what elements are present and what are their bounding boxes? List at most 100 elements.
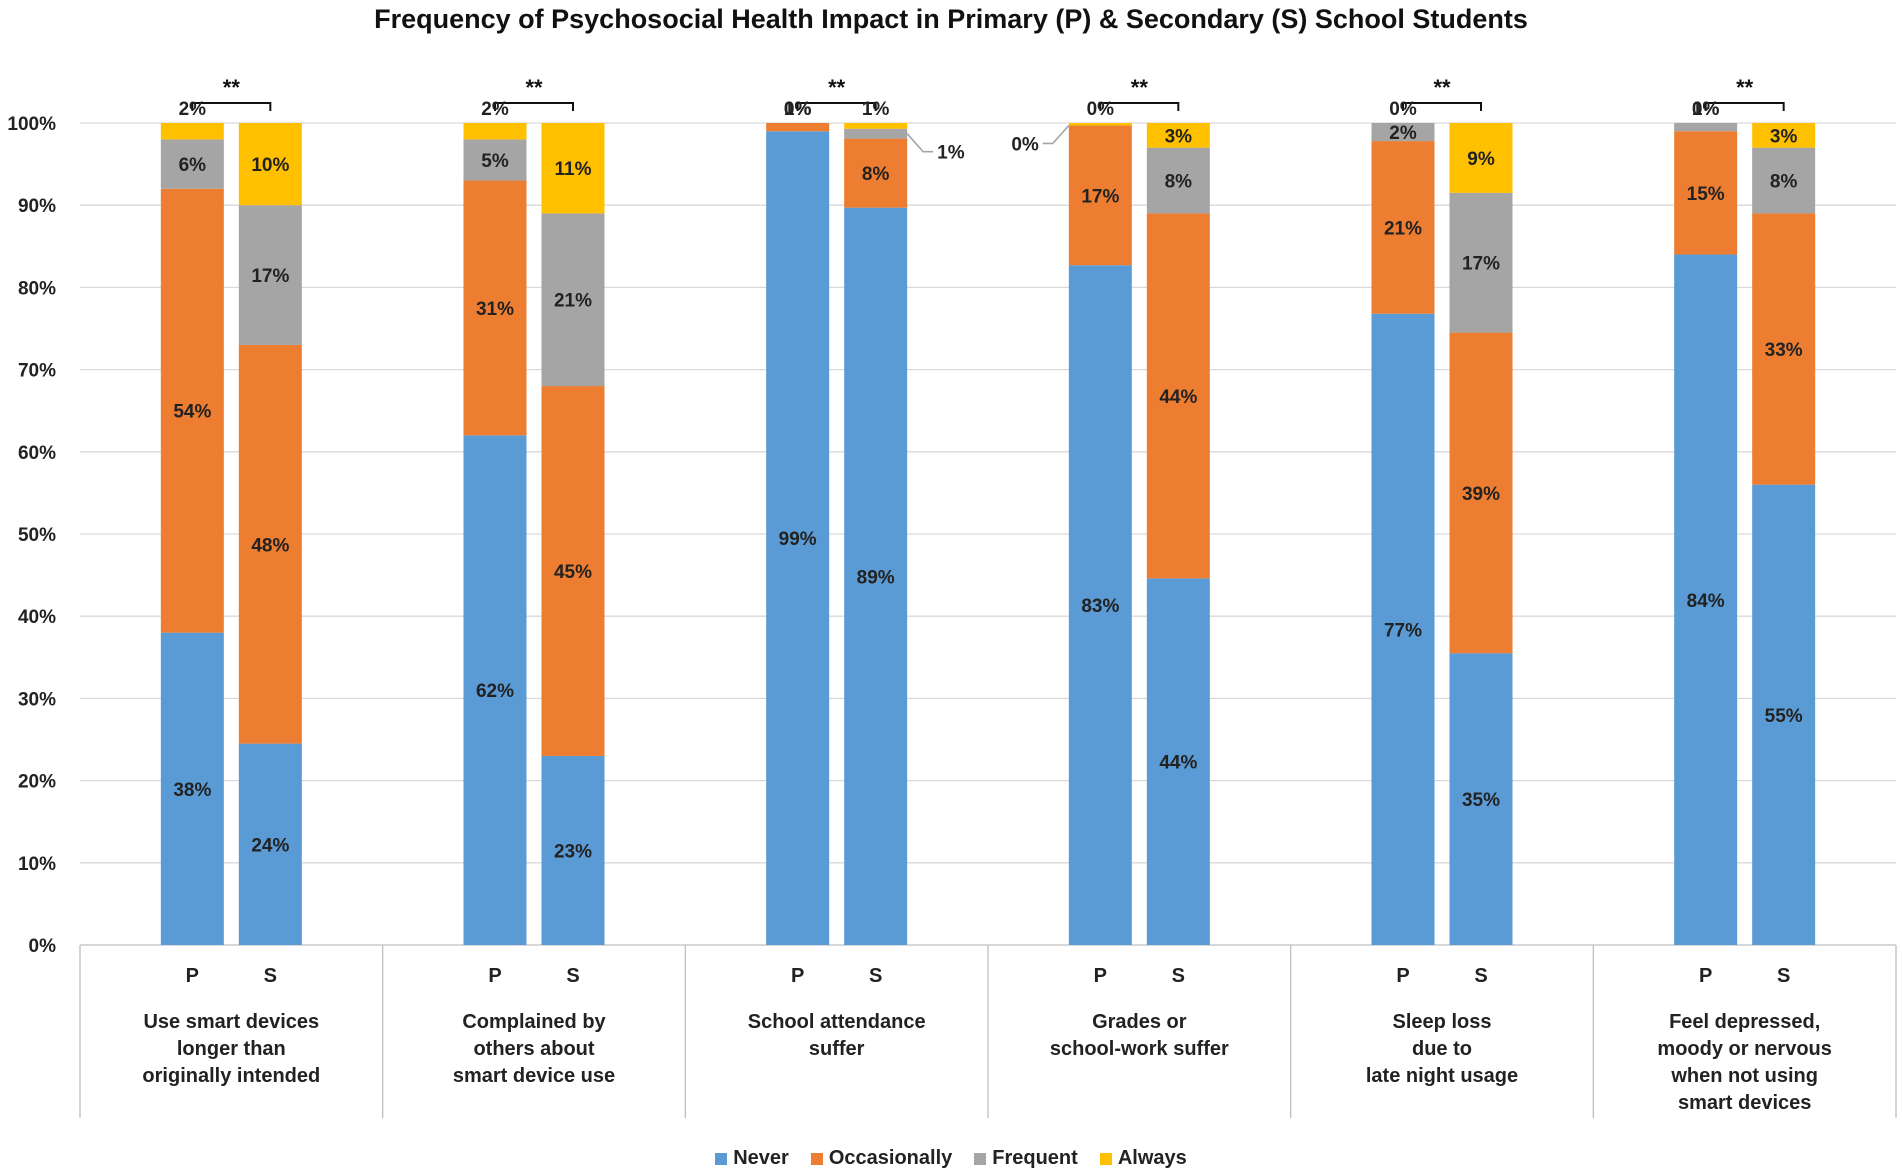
y-tick-label: 60% <box>18 443 56 464</box>
bar-group-label: P <box>1699 965 1712 987</box>
y-tick-label: 90% <box>18 196 56 217</box>
data-label: 0% <box>1011 134 1039 155</box>
data-label: 23% <box>554 841 592 862</box>
bar-segment-always <box>1752 123 1816 148</box>
chart-title: Frequency of Psychosocial Health Impact … <box>374 4 1528 34</box>
data-label: 17% <box>251 266 289 287</box>
legend-label: Never <box>733 1147 789 1169</box>
bar-group-label: P <box>488 965 501 987</box>
data-label: 1% <box>1692 99 1720 120</box>
bar-segment-always <box>1449 123 1513 193</box>
significance-bracket <box>1402 102 1482 111</box>
bar-group-label: S <box>264 965 277 987</box>
bar-segment-occasionally <box>238 344 302 744</box>
bar-segment-frequent <box>160 139 224 189</box>
data-label: 0% <box>1389 99 1417 120</box>
data-label: 39% <box>1462 484 1500 505</box>
category-label: School attendance <box>748 1011 926 1033</box>
bar-group-label: P <box>186 965 199 987</box>
leader-line <box>906 133 934 153</box>
y-tick-label: 20% <box>18 772 56 793</box>
category-label: smart devices <box>1678 1092 1811 1114</box>
significance-bracket <box>1099 102 1180 111</box>
legend: Never Occasionally Frequent Always <box>0 1147 1902 1170</box>
data-label: 1% <box>862 99 890 120</box>
category-label: Feel depressed, <box>1669 1011 1820 1033</box>
significance-marker: ** <box>828 75 846 100</box>
data-label: 83% <box>1081 596 1119 617</box>
data-label: 31% <box>476 299 514 320</box>
legend-swatch <box>1099 1152 1112 1165</box>
significance-marker: ** <box>1131 75 1149 100</box>
data-label: 8% <box>1770 172 1798 193</box>
category-label: Use smart devices <box>143 1011 319 1033</box>
bar-segment-frequent <box>1752 147 1816 214</box>
significance-bracket <box>494 102 574 111</box>
bar-segment-frequent <box>1146 147 1210 214</box>
y-tick-label: 0% <box>29 936 57 957</box>
data-label: 0% <box>1692 99 1720 120</box>
data-label: 17% <box>1081 186 1119 207</box>
legend-item: Frequent <box>974 1147 1078 1170</box>
data-label: 1% <box>784 99 812 120</box>
bar-group-label: S <box>1777 965 1790 987</box>
data-label: 3% <box>1770 126 1798 147</box>
data-label: 48% <box>251 535 289 556</box>
data-label: 77% <box>1384 620 1422 641</box>
legend-label: Frequent <box>992 1147 1078 1169</box>
data-label: 54% <box>173 402 211 423</box>
data-label: 2% <box>179 99 207 120</box>
data-label: 5% <box>481 151 509 172</box>
bar-segment-always <box>541 123 605 214</box>
data-label: 89% <box>857 567 895 588</box>
bar-segment-frequent <box>1449 192 1513 333</box>
bar-segment-frequent <box>541 213 605 387</box>
data-label: 3% <box>1165 126 1193 147</box>
bar-segment-never <box>1146 578 1210 945</box>
bar-segment-always <box>1068 123 1132 126</box>
bar-group-label: S <box>566 965 579 987</box>
category-label: smart device use <box>453 1065 615 1087</box>
data-label: 55% <box>1765 706 1803 727</box>
bar-segment-frequent <box>463 139 527 181</box>
bar-segment-occasionally <box>1449 332 1513 654</box>
category-label: due to <box>1412 1038 1472 1060</box>
data-label: 33% <box>1765 340 1803 361</box>
data-label: 84% <box>1687 591 1725 612</box>
category-label: longer than <box>177 1038 286 1060</box>
bar-segment-always <box>844 123 908 129</box>
significance-bracket <box>1704 102 1785 111</box>
category-label: others about <box>473 1038 594 1060</box>
bar-segment-occasionally <box>1371 141 1435 314</box>
significance-marker: ** <box>1736 75 1754 100</box>
bar-segment-occasionally <box>160 188 224 633</box>
bar-segment-never <box>463 435 527 945</box>
bar-segment-occasionally <box>844 138 908 208</box>
y-tick-label: 100% <box>7 114 56 135</box>
bar-segment-occasionally <box>1674 131 1738 255</box>
category-label: Sleep loss <box>1393 1011 1492 1033</box>
data-label: 21% <box>554 291 592 312</box>
data-label: 8% <box>862 164 890 185</box>
legend-swatch <box>810 1152 823 1165</box>
bar-group-label: S <box>1172 965 1185 987</box>
category-label: originally intended <box>142 1065 320 1087</box>
grid-layer <box>80 122 1896 946</box>
bar-segment-never <box>160 632 224 945</box>
category-label: Complained by <box>462 1011 606 1033</box>
significance-bracket <box>796 102 877 111</box>
data-label: 0% <box>784 99 812 120</box>
data-label: 1% <box>937 143 965 164</box>
bar-segment-never <box>541 755 605 945</box>
bar-layer <box>160 123 1816 946</box>
data-label: 44% <box>1159 753 1197 774</box>
category-label: school-work suffer <box>1050 1038 1229 1060</box>
data-label: 38% <box>173 780 211 801</box>
bar-group-label: P <box>1396 965 1409 987</box>
bar-segment-never <box>1752 484 1816 945</box>
bar-segment-frequent <box>1674 123 1738 132</box>
significance-marker: ** <box>223 75 241 100</box>
bar-segment-occasionally <box>1146 213 1210 579</box>
axis-layer: 0% 10% 20% 30% 40% 50% 60% 70% 80% 90% 100% Use sma… <box>7 114 1897 1118</box>
